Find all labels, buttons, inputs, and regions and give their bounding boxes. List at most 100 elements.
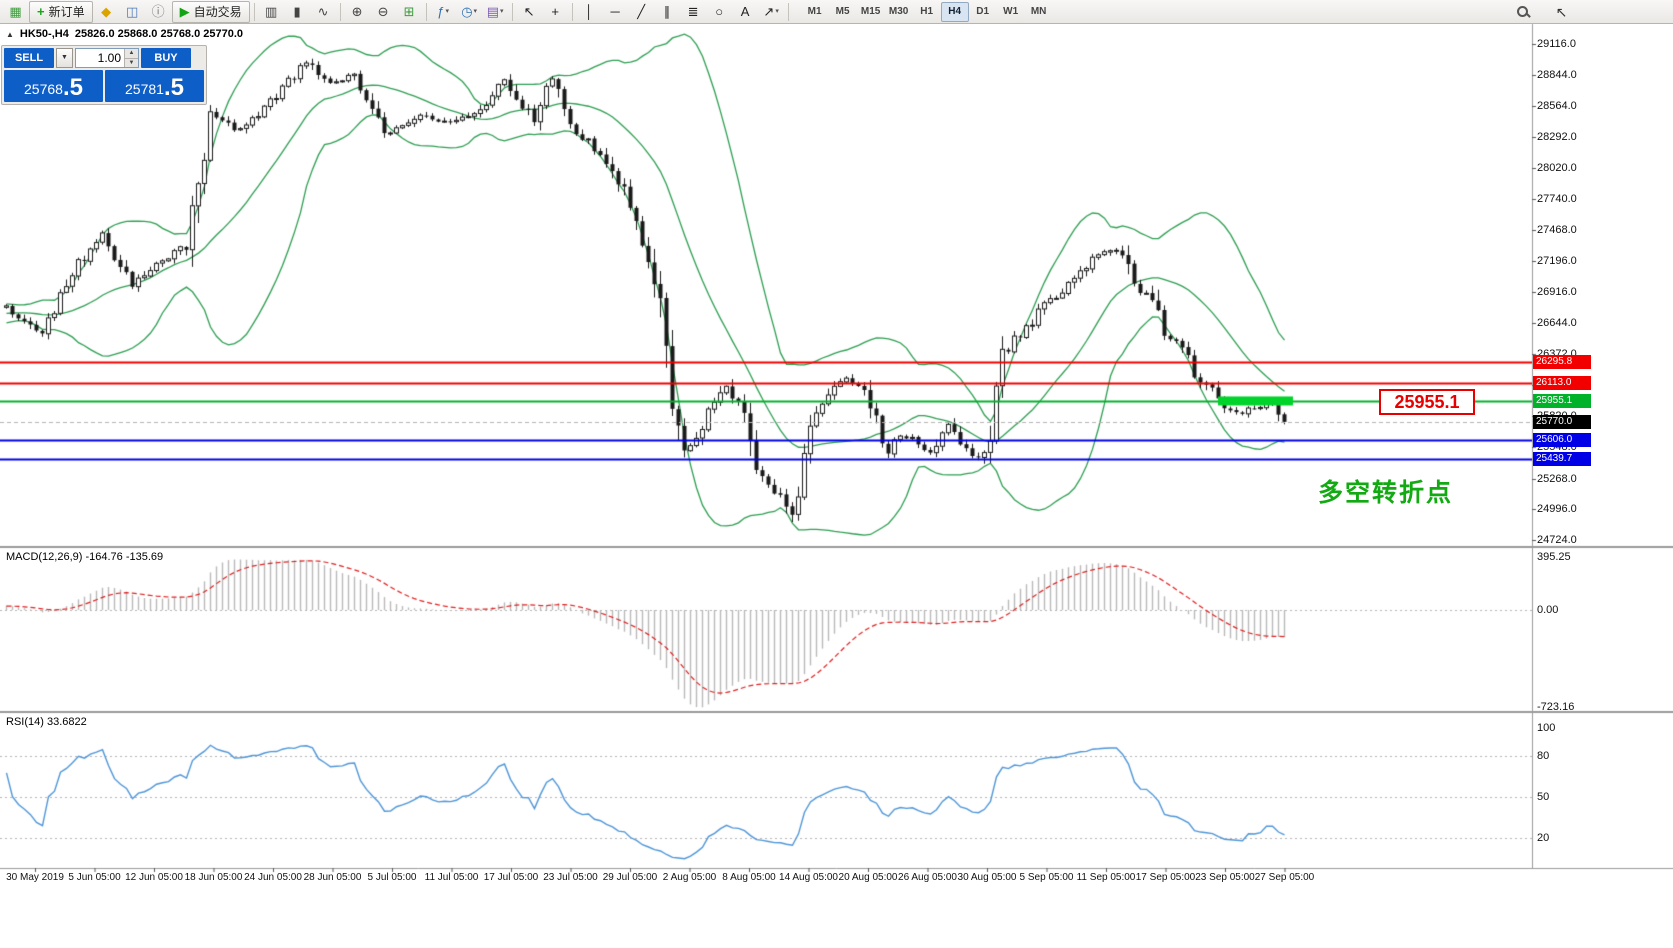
buy-price-main: 25781: [125, 81, 164, 97]
time-axis-label: 11 Sep 05:00: [1076, 872, 1136, 883]
chart-symbol-period: HK50-,H4: [19, 28, 69, 40]
one-click-trading-panel: SELL ▼ ▲ ▼ BUY 25768.5 25781.5: [1, 45, 207, 105]
chart-title: ▲ HK50-,H4 25826.0 25868.0 25768.0 25770…: [6, 28, 243, 40]
timeframe-h1-button[interactable]: H1: [920, 5, 934, 17]
panel-separator[interactable]: [0, 708, 1673, 714]
autotrade-icon: ▶: [179, 3, 190, 19]
vertical-line-icon[interactable]: │: [585, 4, 594, 19]
time-axis-label: 27 Sep 05:00: [1254, 872, 1315, 883]
price-axis-label: 26916.0: [1537, 286, 1577, 299]
sell-button[interactable]: SELL: [4, 48, 54, 68]
macd-axis-label: 0.00: [1537, 604, 1559, 616]
price-tag-25439.7: 25439.7: [1533, 452, 1591, 467]
toolbar-separator: [571, 2, 573, 21]
candlestick-chart-icon[interactable]: ▮: [293, 4, 301, 19]
price-tag-25770.0: 25770.0: [1533, 414, 1591, 429]
time-axis-label: 12 Jun 05:00: [125, 872, 183, 883]
time-axis-label: 8 Aug 05:00: [722, 872, 776, 883]
toolbar-separator: [511, 2, 513, 21]
periods-menu-icon[interactable]: ◷ ▾: [461, 4, 478, 19]
toolbar-right: ↖: [1510, 1, 1574, 23]
toolbar-separator: [425, 2, 427, 21]
time-axis-label: 11 Jul 05:00: [424, 872, 479, 883]
new-order-icon: +: [37, 4, 45, 19]
new-order-button[interactable]: + 新订单: [29, 0, 93, 23]
fibonacci-icon[interactable]: ≣: [687, 4, 699, 19]
crosshair-icon[interactable]: +: [551, 4, 559, 19]
line-chart-icon[interactable]: ∿: [317, 4, 329, 19]
market-watch-icon[interactable]: ◆: [101, 4, 112, 19]
sell-price-frac: .5: [62, 74, 83, 101]
rsi-axis-label: 50: [1537, 791, 1550, 803]
toolbar-items: ▦ + 新订单 ◆ ◫ ⓘ ▶ 自动交易 ▥ ▮ ∿ ⊕ ⊖ ⊞ ƒ ▾ ◷ ▾ ▤ ▾ ↖ + │ ─ ╱ ∥ ≣ ○ A ↗ ▾: [3, 0, 792, 23]
toolbar: ▦ + 新订单 ◆ ◫ ⓘ ▶ 自动交易 ▥ ▮ ∿ ⊕ ⊖ ⊞ ƒ ▾ ◷ ▾ ▤ ▾ ↖ + │ ─ ╱ ∥ ≣ ○ A ↗ ▾ M1 M…: [0, 0, 1673, 24]
price-axis-label: 25268.0: [1537, 472, 1577, 485]
buy-price-display[interactable]: 25781.5: [105, 70, 204, 102]
timeframe-d1-button[interactable]: D1: [976, 5, 990, 17]
search-icon[interactable]: [1510, 1, 1535, 23]
text-icon[interactable]: A: [740, 4, 750, 19]
time-axis-label: 24 Jun 05:00: [244, 872, 302, 883]
autotrade-button-label: 自动交易: [193, 5, 242, 19]
zoom-in-icon[interactable]: ⊕: [351, 4, 363, 19]
price-axis-label: 28292.0: [1537, 131, 1577, 144]
timeframe-h4-button[interactable]: H4: [940, 1, 969, 22]
time-axis-label: 30 Aug 05:00: [957, 872, 1017, 883]
new-order-button-label: 新订单: [48, 5, 85, 19]
channel-icon[interactable]: ∥: [663, 4, 671, 19]
timeframe-group: M1 M5 M15 M30 H1 H4 D1 W1 MN: [801, 1, 1053, 22]
price-callout-box[interactable]: 25955.1: [1379, 389, 1475, 415]
cursor-icon[interactable]: ↖: [523, 4, 535, 19]
chart-annotation-text[interactable]: 多空转折点: [1318, 479, 1454, 507]
panel-separator[interactable]: [0, 543, 1673, 549]
price-axis-label: 27740.0: [1537, 193, 1577, 206]
timeframe-m5-button[interactable]: M5: [835, 5, 850, 17]
volume-up-button[interactable]: ▲: [125, 49, 138, 59]
sell-price-main: 25768: [24, 81, 63, 97]
chart-ohlc-values: 25826.0 25868.0 25768.0 25770.0: [74, 28, 244, 40]
templates-icon[interactable]: ▤ ▾: [486, 4, 504, 19]
volume-dropdown-button[interactable]: ▼: [56, 48, 73, 68]
time-axis-label: 2 Aug 05:00: [662, 872, 717, 883]
price-axis-label: 28564.0: [1537, 100, 1577, 113]
shapes-icon[interactable]: ○: [715, 4, 724, 19]
price-axis-label: 28020.0: [1537, 161, 1577, 174]
price-axis-label: 27468.0: [1537, 224, 1577, 237]
new-chart-icon[interactable]: ▦: [9, 4, 22, 19]
time-axis-label: 23 Sep 05:00: [1195, 872, 1255, 883]
timeframe-mn-button[interactable]: MN: [1030, 5, 1047, 17]
macd-axis-label: -723.16: [1537, 701, 1575, 714]
dropdown-arrow-icon: ▾: [445, 8, 449, 15]
timeframe-m15-button[interactable]: M15: [860, 5, 881, 17]
price-axis-label: 27196.0: [1537, 254, 1577, 267]
data-window-icon[interactable]: ◫: [125, 4, 139, 19]
volume-input[interactable]: [76, 49, 124, 67]
pointer-icon[interactable]: ↖: [1555, 3, 1568, 20]
macd-label: MACD(12,26,9) -164.76 -135.69: [6, 551, 164, 563]
bar-chart-icon[interactable]: ▥: [264, 4, 278, 19]
price-axis-label: 28844.0: [1537, 68, 1577, 81]
dropdown-arrow-icon: ▾: [775, 8, 779, 15]
trendline-icon[interactable]: ╱: [637, 4, 646, 19]
timeframe-m1-button[interactable]: M1: [807, 5, 822, 17]
timeframe-w1-button[interactable]: W1: [1003, 5, 1019, 17]
buy-button[interactable]: BUY: [141, 48, 191, 68]
dropdown-arrow-icon: ▾: [500, 8, 504, 15]
arrows-icon[interactable]: ↗ ▾: [763, 4, 779, 19]
sell-price-display[interactable]: 25768.5: [4, 70, 103, 102]
macd-axis-label: 395.25: [1537, 550, 1571, 563]
time-axis-label: 17 Sep 05:00: [1135, 872, 1196, 883]
price-axis-label: 29116.0: [1537, 38, 1576, 50]
autotrade-button[interactable]: ▶ 自动交易: [171, 0, 250, 23]
navigator-icon[interactable]: ⓘ: [151, 4, 165, 19]
indicators-icon[interactable]: ƒ ▾: [437, 4, 449, 19]
time-axis-label: 26 Aug 05:00: [898, 872, 957, 883]
horizontal-line-icon[interactable]: ─: [610, 4, 620, 19]
rsi-axis-label: 80: [1537, 749, 1550, 762]
zoom-out-icon[interactable]: ⊖: [377, 4, 389, 19]
tile-windows-icon[interactable]: ⊞: [403, 4, 415, 19]
volume-down-button[interactable]: ▼: [125, 58, 138, 67]
time-axis-label: 18 Jun 05:00: [184, 872, 243, 883]
timeframe-m30-button[interactable]: M30: [888, 5, 909, 17]
